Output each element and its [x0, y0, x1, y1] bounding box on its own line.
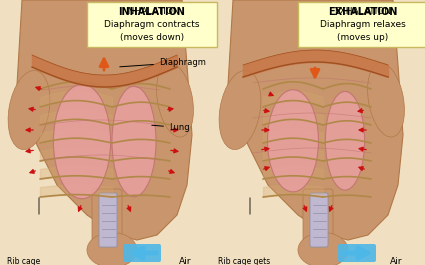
- Polygon shape: [17, 0, 192, 240]
- Text: Diaphragm: Diaphragm: [120, 58, 206, 67]
- Ellipse shape: [298, 232, 348, 265]
- Text: Air
exhaled: Air exhaled: [390, 257, 425, 265]
- Text: Rib cage
expands as
rib muscles
contract: Rib cage expands as rib muscles contract: [7, 257, 51, 265]
- Text: Lung: Lung: [152, 123, 190, 132]
- Ellipse shape: [54, 84, 110, 199]
- FancyBboxPatch shape: [310, 193, 328, 247]
- Text: EXHALATION
Diaphragm relaxes
(moves up): EXHALATION Diaphragm relaxes (moves up): [320, 7, 406, 42]
- Text: INHALATION
Diaphragm contracts
(moves down): INHALATION Diaphragm contracts (moves do…: [104, 7, 200, 42]
- FancyBboxPatch shape: [338, 244, 376, 262]
- FancyBboxPatch shape: [99, 193, 117, 247]
- FancyBboxPatch shape: [303, 189, 333, 250]
- FancyBboxPatch shape: [123, 244, 161, 262]
- Ellipse shape: [368, 63, 405, 137]
- Text: EXHALATION: EXHALATION: [328, 7, 398, 17]
- Polygon shape: [228, 0, 403, 240]
- Text: Air
inhaled: Air inhaled: [179, 257, 212, 265]
- Ellipse shape: [87, 232, 137, 265]
- FancyBboxPatch shape: [298, 2, 425, 47]
- FancyBboxPatch shape: [92, 189, 122, 250]
- FancyBboxPatch shape: [87, 2, 217, 47]
- Text: Rib cage gets
smaller as
rib muscles
relax: Rib cage gets smaller as rib muscles rel…: [218, 257, 270, 265]
- Ellipse shape: [326, 91, 365, 190]
- Text: INHALATION: INHALATION: [119, 7, 185, 17]
- Ellipse shape: [267, 90, 318, 192]
- Ellipse shape: [112, 86, 156, 197]
- Ellipse shape: [8, 70, 50, 149]
- Ellipse shape: [219, 70, 261, 149]
- Ellipse shape: [156, 63, 193, 137]
